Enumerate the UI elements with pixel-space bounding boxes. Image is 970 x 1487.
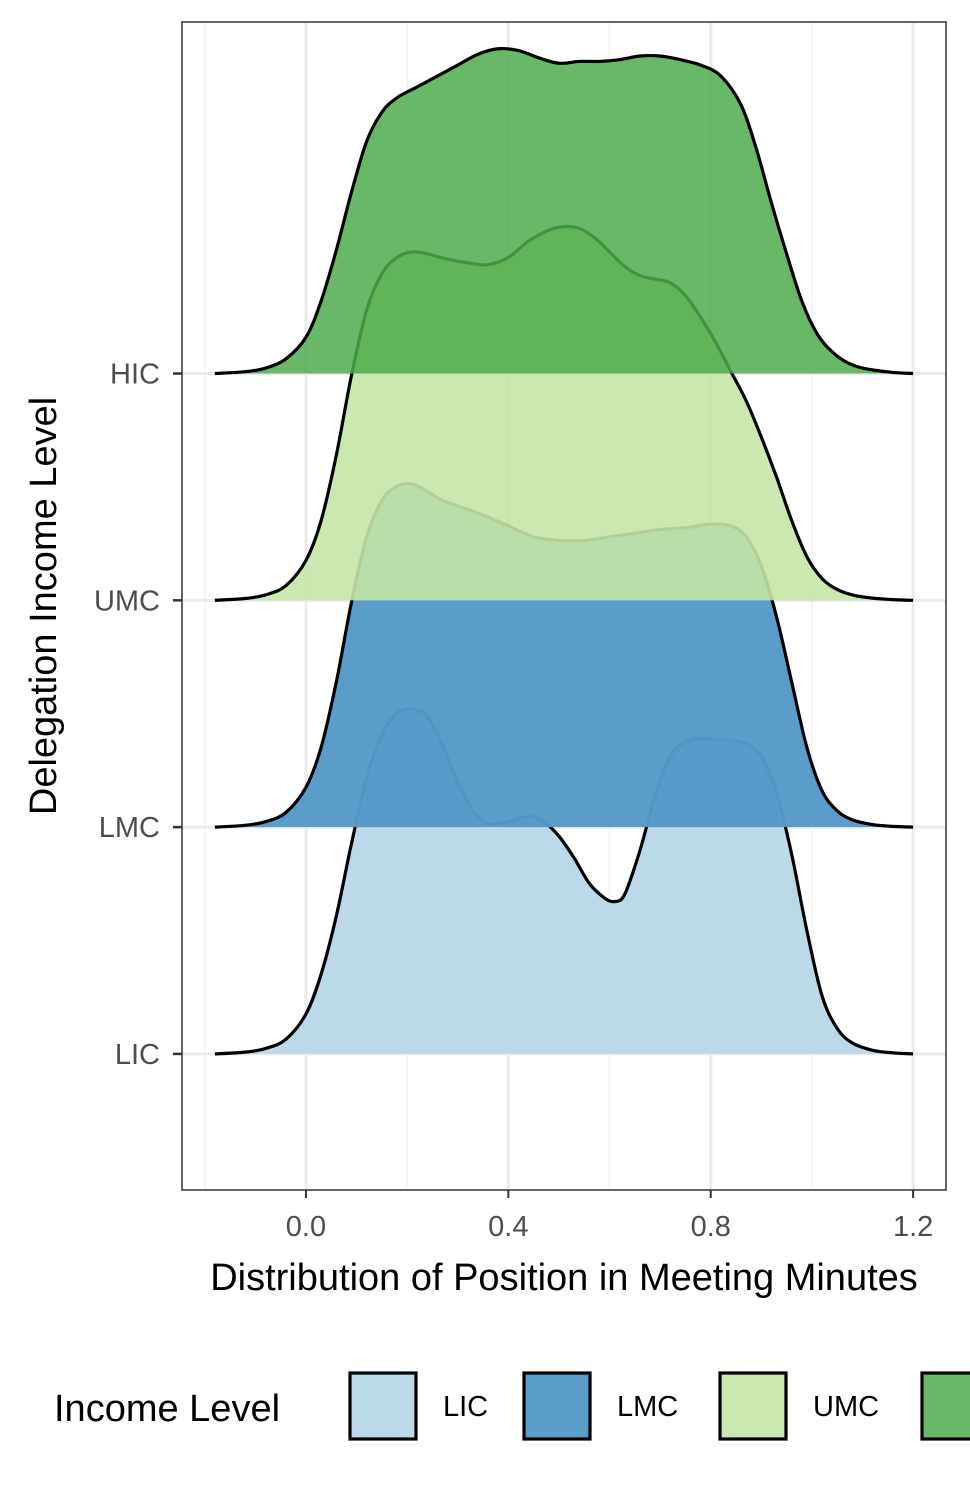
x-tick-label-1: 0.4	[488, 1211, 528, 1243]
x-tick-label-0: 0.0	[286, 1211, 326, 1243]
legend-title: Income Level	[54, 1388, 280, 1430]
y-tick-label-lmc: LMC	[99, 812, 160, 844]
x-tick-label-2: 0.8	[691, 1211, 731, 1243]
legend-label-lmc: LMC	[617, 1391, 678, 1423]
legend-label-umc: UMC	[813, 1391, 879, 1423]
ridge-outline-hic	[214, 46, 914, 376]
ridge-fill-hic	[214, 48, 914, 374]
y-tick-label-lic: LIC	[115, 1039, 160, 1071]
y-tick-label-hic: HIC	[110, 359, 160, 391]
legend-key-hic	[920, 1371, 970, 1441]
legend-key-umc	[718, 1371, 788, 1441]
ridge-outline-lic	[214, 707, 914, 1056]
y-tick-label-umc: UMC	[94, 585, 160, 617]
legend-key-lmc	[522, 1371, 592, 1441]
density-ridges	[214, 46, 914, 1056]
legend-label-lic: LIC	[443, 1391, 488, 1423]
ridge-hic	[214, 46, 914, 376]
x-axis: 0.0 0.4 0.8 1.2	[286, 1190, 933, 1243]
plot-border	[181, 21, 947, 1191]
x-tick-label-3: 1.2	[893, 1211, 933, 1243]
legend-key-lic	[348, 1371, 418, 1441]
y-axis-title: Delegation Income Level	[23, 397, 65, 815]
legend: Income Level LIC LMC UMC	[54, 1371, 970, 1441]
y-axis: LIC LMC UMC HIC	[94, 359, 182, 1071]
x-axis-title: Distribution of Position in Meeting Minu…	[210, 1257, 918, 1299]
